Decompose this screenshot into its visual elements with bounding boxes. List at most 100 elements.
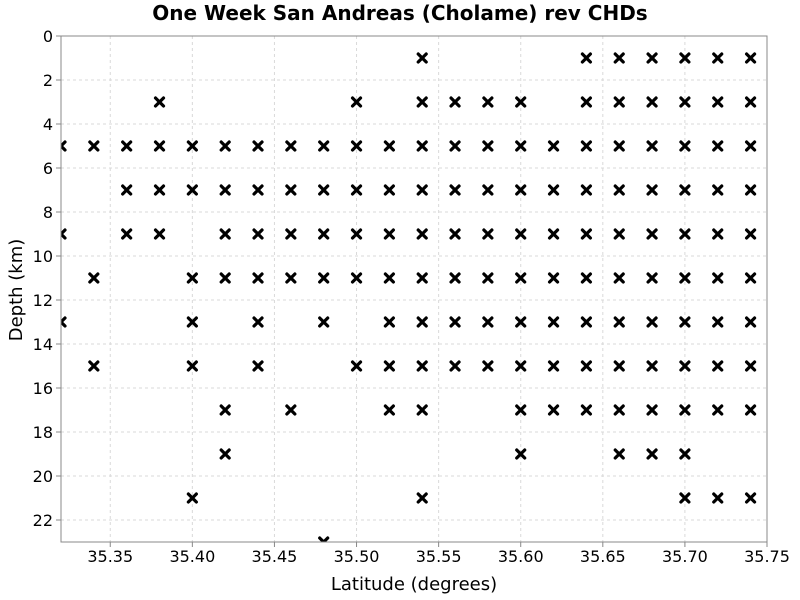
- data-point: [449, 360, 461, 372]
- data-point: [252, 360, 264, 372]
- data-point: [350, 96, 363, 108]
- data-point: [646, 316, 658, 328]
- data-point: [613, 448, 625, 460]
- data-point: [285, 140, 297, 152]
- data-point: [318, 184, 330, 196]
- data-point: [383, 140, 395, 152]
- data-point: [515, 96, 527, 108]
- data-point: [482, 360, 494, 372]
- y-tick-label: 20: [33, 467, 53, 486]
- y-tick-label: 0: [43, 27, 53, 46]
- data-point: [121, 184, 133, 196]
- data-point: [383, 360, 395, 372]
- data-point: [679, 448, 691, 460]
- data-point: [712, 492, 724, 504]
- data-point: [679, 52, 691, 64]
- x-tick-label: 35.75: [744, 547, 790, 566]
- data-point: [416, 360, 428, 372]
- data-point: [613, 52, 625, 64]
- data-point: [547, 316, 560, 328]
- data-point: [482, 96, 494, 108]
- data-point: [449, 140, 461, 152]
- data-point: [646, 140, 658, 152]
- data-point: [153, 140, 166, 152]
- data-point: [744, 492, 757, 504]
- x-tick-label: 35.60: [498, 547, 544, 566]
- data-point: [252, 228, 264, 240]
- data-point: [613, 140, 625, 152]
- data-point: [744, 316, 757, 328]
- data-point: [383, 404, 395, 416]
- data-point: [383, 184, 395, 196]
- data-point: [646, 404, 658, 416]
- data-point: [580, 96, 592, 108]
- data-point: [350, 272, 363, 284]
- data-point: [186, 184, 198, 196]
- data-point: [646, 228, 658, 240]
- data-point: [712, 96, 724, 108]
- data-point: [350, 360, 363, 372]
- data-point: [449, 184, 461, 196]
- data-point: [285, 404, 297, 416]
- data-point: [712, 140, 724, 152]
- data-point: [449, 96, 461, 108]
- y-tick-label: 6: [43, 159, 53, 178]
- data-point: [744, 184, 757, 196]
- data-point: [646, 360, 658, 372]
- data-point: [580, 272, 592, 284]
- data-point: [679, 140, 691, 152]
- data-point: [580, 360, 592, 372]
- y-tick-label: 16: [33, 379, 53, 398]
- data-point: [547, 404, 560, 416]
- data-points: [61, 52, 757, 542]
- data-point: [383, 272, 395, 284]
- y-tick-label: 22: [33, 511, 53, 530]
- data-point: [449, 272, 461, 284]
- data-point: [547, 360, 560, 372]
- data-point: [744, 140, 757, 152]
- data-point: [646, 184, 658, 196]
- y-tick-label: 14: [33, 335, 53, 354]
- data-point: [383, 316, 395, 328]
- x-axis-label: Latitude (degrees): [331, 574, 497, 595]
- data-point: [153, 228, 166, 240]
- chart-title: One Week San Andreas (Cholame) rev CHDs: [152, 1, 647, 25]
- data-point: [285, 228, 297, 240]
- data-point: [318, 228, 330, 240]
- data-point: [219, 140, 231, 152]
- data-point: [482, 140, 494, 152]
- data-point: [186, 492, 198, 504]
- data-point: [482, 228, 494, 240]
- data-point: [547, 272, 560, 284]
- data-point: [416, 52, 428, 64]
- data-point: [350, 228, 363, 240]
- data-point: [580, 52, 592, 64]
- plot-frame: [60, 35, 768, 543]
- data-point: [121, 140, 133, 152]
- data-point: [712, 228, 724, 240]
- data-point: [416, 140, 428, 152]
- data-point: [318, 316, 330, 328]
- y-tick-label: 18: [33, 423, 53, 442]
- data-point: [613, 316, 625, 328]
- x-tick-label: 35.50: [334, 547, 380, 566]
- data-point: [416, 316, 428, 328]
- data-point: [153, 96, 166, 108]
- data-point: [679, 492, 691, 504]
- data-point: [153, 184, 166, 196]
- data-point: [318, 140, 330, 152]
- data-point: [712, 316, 724, 328]
- data-point: [580, 228, 592, 240]
- data-point: [613, 272, 625, 284]
- data-point: [350, 140, 363, 152]
- data-point: [515, 228, 527, 240]
- data-point: [515, 184, 527, 196]
- data-point: [679, 184, 691, 196]
- data-point: [186, 272, 198, 284]
- data-point: [252, 272, 264, 284]
- data-point: [219, 272, 231, 284]
- x-tick-label: 35.55: [416, 547, 462, 566]
- data-point: [613, 228, 625, 240]
- y-tick-label: 12: [33, 291, 53, 310]
- data-point: [613, 96, 625, 108]
